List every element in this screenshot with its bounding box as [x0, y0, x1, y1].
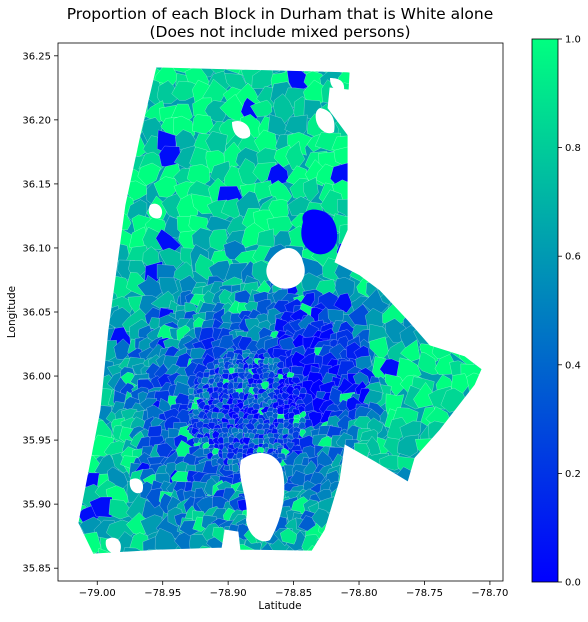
y-tick-label: 35.95 — [22, 436, 51, 447]
x-axis-label: Latitude — [258, 600, 301, 612]
county-border — [77, 66, 483, 555]
colorbar-tick-label: 0.6 — [565, 252, 581, 263]
x-tick-label: −78.95 — [144, 588, 181, 599]
census-block — [236, 451, 245, 459]
census-block — [154, 527, 179, 554]
y-tick-label: 36.00 — [22, 372, 51, 383]
x-axis: −79.00 −78.95 −78.90 −78.85 −78.80 −78.75 −78.… — [79, 581, 508, 599]
x-tick-label: −78.75 — [406, 588, 443, 599]
y-axis-label: Longitude — [6, 286, 18, 338]
census-block — [252, 162, 277, 184]
census-block — [216, 457, 226, 467]
x-tick-label: −78.85 — [275, 588, 312, 599]
census-block — [252, 386, 259, 396]
colorbar — [531, 38, 559, 583]
colorbar-tick-label: 0.2 — [565, 469, 581, 480]
y-tick-label: 36.20 — [22, 115, 51, 126]
census-block — [156, 80, 178, 104]
y-axis: 35.85 35.90 35.95 36.00 36.05 36.10 36.15 36.20… — [22, 51, 58, 575]
unshaded-areas — [77, 66, 483, 555]
chart-title-line-2: (Does not include mixed persons) — [149, 23, 410, 41]
census-block — [171, 80, 197, 101]
colorbar-tick-label: 0.0 — [565, 578, 581, 589]
x-tick-label: −78.90 — [210, 588, 247, 599]
unshaded-area — [148, 203, 163, 219]
colorbar-tick-label: 0.4 — [565, 360, 581, 371]
census-block — [384, 373, 406, 397]
census-block — [89, 496, 116, 518]
census-block — [140, 514, 164, 537]
census-block — [310, 508, 333, 529]
unshaded-area — [129, 478, 144, 494]
solid-blue-area — [301, 209, 338, 255]
unshaded-area — [239, 453, 285, 542]
census-block — [211, 391, 220, 400]
census-block — [348, 303, 373, 326]
colorbar-tick-label: 1.0 — [565, 35, 581, 46]
colorbar-tick-label: 0.8 — [565, 143, 581, 154]
census-block — [250, 99, 273, 117]
y-tick-label: 36.25 — [22, 51, 51, 62]
census-block — [154, 67, 179, 86]
colorbar-axis: 0.0 0.2 0.4 0.6 0.8 1.0 — [558, 35, 581, 589]
census-block — [285, 441, 295, 450]
unshaded-area — [232, 120, 251, 139]
unshaded-area — [330, 78, 345, 91]
y-tick-label: 36.15 — [22, 179, 51, 190]
census-block — [276, 406, 285, 415]
census-block — [254, 180, 275, 202]
census-block — [333, 292, 353, 314]
census-block — [241, 436, 251, 446]
census-block — [434, 354, 457, 375]
census-block — [188, 387, 195, 396]
census-block — [231, 462, 240, 473]
x-tick-label: −79.00 — [79, 588, 116, 599]
unshaded-area — [266, 247, 305, 289]
census-block — [279, 527, 297, 545]
y-tick-label: 35.90 — [22, 500, 51, 511]
census-block — [400, 339, 421, 362]
census-block — [291, 376, 301, 385]
x-tick-label: −78.70 — [471, 588, 508, 599]
census-block — [303, 177, 319, 204]
unshaded-area — [315, 108, 335, 134]
census-block — [417, 351, 439, 375]
census-block — [299, 428, 307, 438]
y-tick-label: 36.10 — [22, 243, 51, 254]
chart-title-line-1: Proportion of each Block in Durham that … — [67, 5, 494, 23]
census-block — [167, 67, 195, 73]
unshaded-area — [105, 537, 121, 554]
x-tick-label: −78.80 — [341, 588, 378, 599]
census-block — [397, 434, 420, 457]
census-block — [201, 391, 210, 399]
census-block — [137, 162, 161, 186]
y-tick-label: 35.85 — [22, 564, 51, 575]
y-tick-label: 36.05 — [22, 308, 51, 319]
census-block — [298, 515, 317, 532]
